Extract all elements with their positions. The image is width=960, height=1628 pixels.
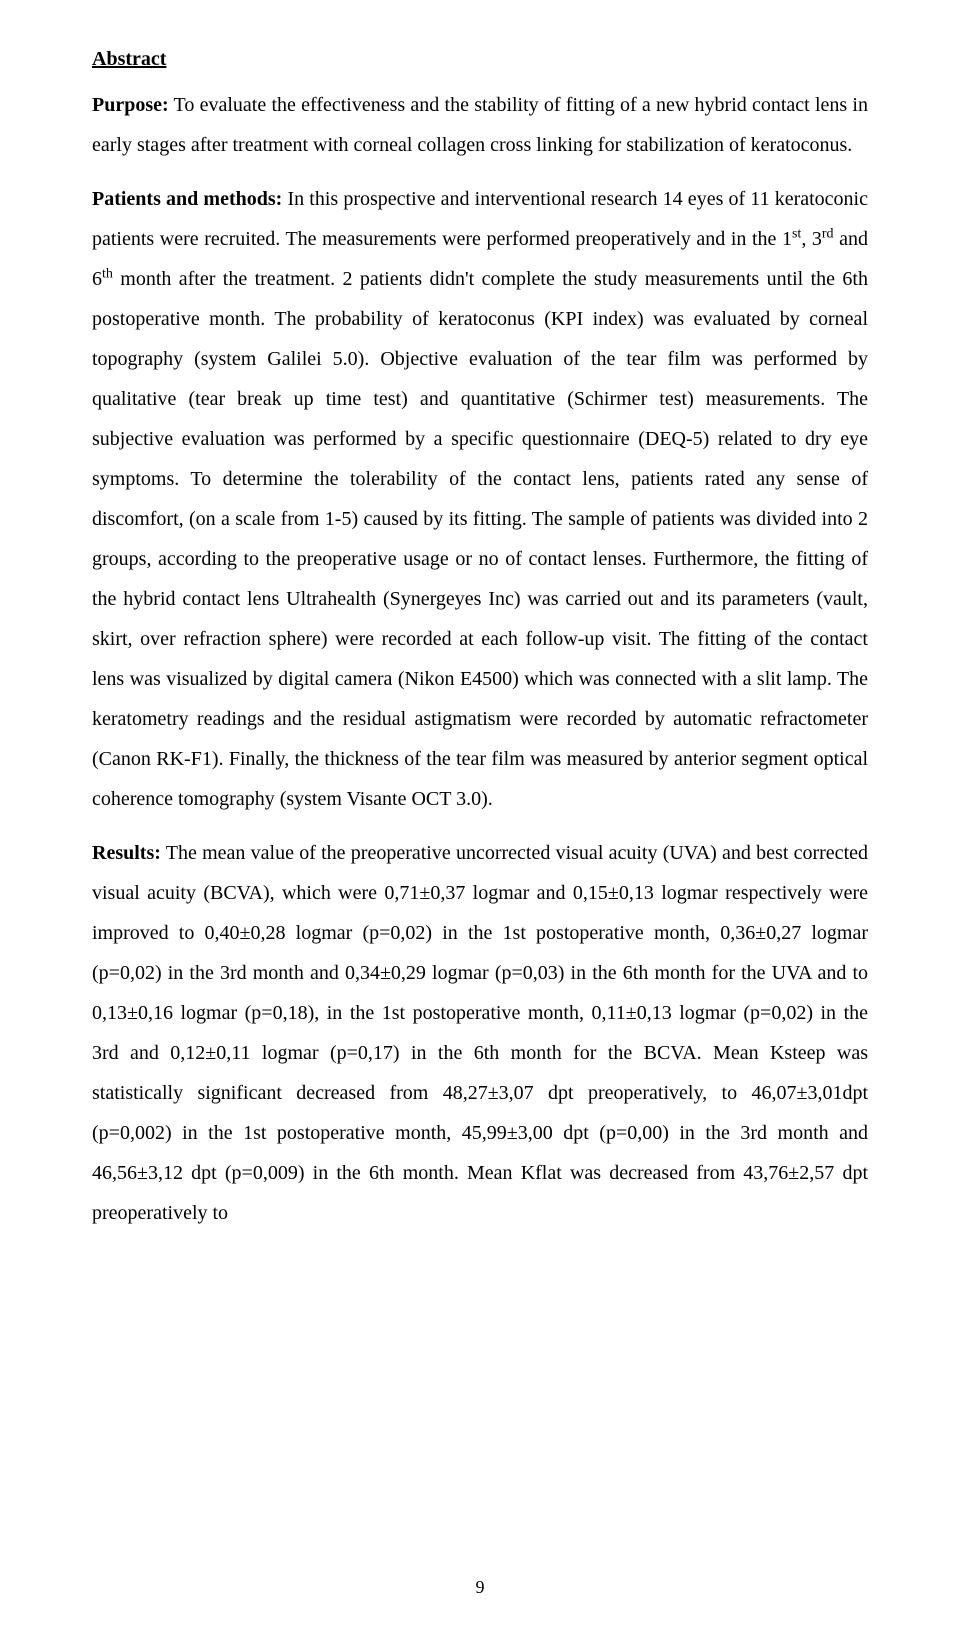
purpose-paragraph: Purpose: To evaluate the effectiveness a… — [92, 85, 868, 165]
sup-rd: rd — [822, 226, 834, 241]
purpose-label: Purpose: — [92, 94, 169, 116]
methods-paragraph: Patients and methods: In this prospectiv… — [92, 179, 868, 819]
document-page: Abstract Purpose: To evaluate the effect… — [0, 0, 960, 1628]
page-number: 9 — [0, 1577, 960, 1598]
results-label: Results: — [92, 842, 161, 864]
sup-st: st — [792, 226, 801, 241]
results-paragraph: Results: The mean value of the preoperat… — [92, 833, 868, 1233]
results-text: The mean value of the preoperative uncor… — [92, 842, 868, 1224]
sup-th: th — [102, 266, 113, 281]
purpose-text: To evaluate the effectiveness and the st… — [92, 94, 868, 156]
methods-text-post: month after the treatment. 2 patients di… — [92, 268, 868, 810]
methods-text-mid1: , 3 — [801, 228, 822, 250]
abstract-heading: Abstract — [92, 48, 868, 71]
methods-label: Patients and methods: — [92, 188, 282, 210]
